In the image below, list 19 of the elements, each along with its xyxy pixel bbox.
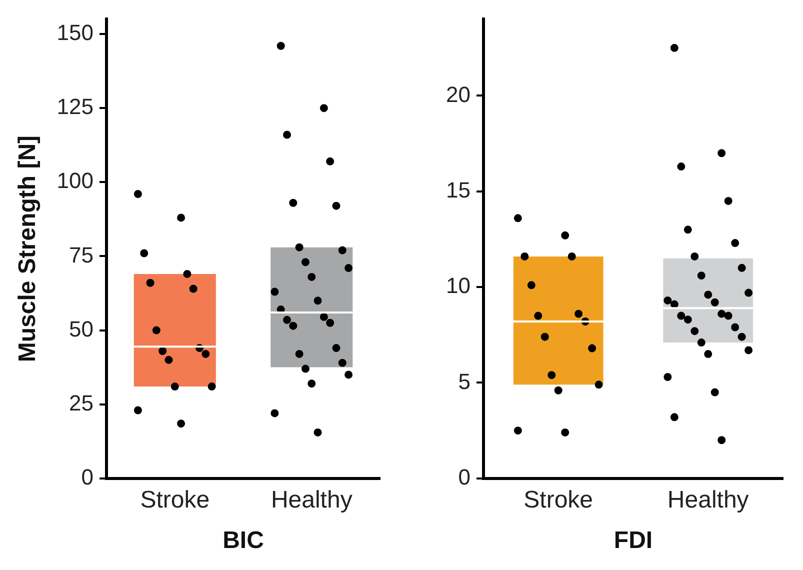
y-tick-label: 0 <box>81 464 94 490</box>
y-tick-label: 100 <box>56 168 94 194</box>
x-tick-label: Stroke <box>524 486 594 514</box>
y-tick-label: 20 <box>446 82 470 107</box>
x-axis-title: BIC <box>222 527 264 554</box>
y-tick-label: 10 <box>446 273 470 298</box>
x-tick-label: Healthy <box>270 486 352 514</box>
x-tick-label: Stroke <box>140 486 210 514</box>
y-tick-label: 50 <box>69 316 94 342</box>
y-tick-label: 15 <box>446 177 470 202</box>
y-tick-label: 0 <box>458 464 470 490</box>
y-axis-title: Muscle Strength [N] <box>14 135 42 362</box>
y-tick-label: 75 <box>69 242 94 268</box>
y-tick-label: 25 <box>69 390 94 416</box>
y-tick-label: 125 <box>56 94 94 120</box>
x-tick-label: Healthy <box>667 486 749 514</box>
y-tick-label: 5 <box>458 368 470 394</box>
y-tick-label: 150 <box>56 20 94 46</box>
x-axis-title: FDI <box>614 527 653 554</box>
